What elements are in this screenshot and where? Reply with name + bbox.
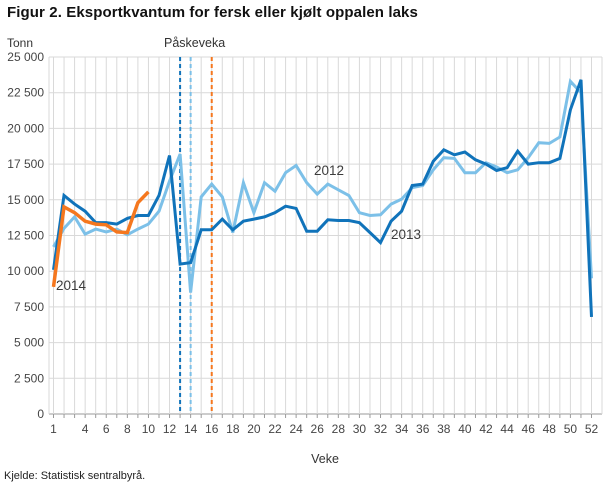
y-tick-label: 12 500 bbox=[7, 229, 44, 243]
y-axis-unit-label: Tonn bbox=[7, 36, 34, 50]
x-tick-label: 32 bbox=[374, 422, 388, 436]
x-tick-label: 50 bbox=[564, 422, 578, 436]
x-tick-label: 36 bbox=[416, 422, 430, 436]
x-tick-label: 34 bbox=[395, 422, 409, 436]
x-tick-label: 8 bbox=[124, 422, 131, 436]
series-line-2013 bbox=[52, 79, 593, 317]
gridlines bbox=[48, 56, 603, 418]
y-tick-label: 15 000 bbox=[7, 193, 44, 207]
x-tick-label: 46 bbox=[522, 422, 536, 436]
source-note: Kjelde: Statistisk sentralbyrå. bbox=[4, 470, 146, 482]
x-tick-label: 52 bbox=[585, 422, 599, 436]
y-tick-label: 22 500 bbox=[7, 86, 44, 100]
y-tick-label: 25 000 bbox=[7, 50, 44, 64]
x-tick-label: 6 bbox=[103, 422, 110, 436]
y-tick-label: 2 500 bbox=[14, 371, 44, 385]
x-tick-label: 12 bbox=[163, 422, 177, 436]
y-tick-label: 0 bbox=[37, 407, 44, 421]
y-tick-label: 10 000 bbox=[7, 264, 44, 278]
series-line-2014 bbox=[51, 190, 150, 288]
x-tick-label: 28 bbox=[332, 422, 346, 436]
y-tick-label: 17 500 bbox=[7, 157, 44, 171]
x-tick-label: 20 bbox=[247, 422, 261, 436]
x-tick-label: 42 bbox=[479, 422, 493, 436]
easter-week-lines bbox=[179, 57, 213, 414]
series-label-2012: 2012 bbox=[314, 163, 345, 178]
x-tick-label: 26 bbox=[311, 422, 325, 436]
x-tick-label: 22 bbox=[268, 422, 282, 436]
x-tick-label: 16 bbox=[205, 422, 219, 436]
chart-title: Figur 2. Eksportkvantum for fersk eller … bbox=[7, 4, 418, 21]
x-tick-label: 18 bbox=[226, 422, 240, 436]
y-tick-label: 5 000 bbox=[14, 336, 44, 350]
y-tick-label: 7 500 bbox=[14, 300, 44, 314]
x-axis-tick-labels: 1 4 6 8 10 12 14 16 18 20 22 24 26 28 30 32 34 36 38 40 42 44… bbox=[50, 422, 598, 436]
x-tick-label: 1 bbox=[50, 422, 57, 436]
series-label-2013: 2013 bbox=[391, 227, 422, 242]
x-tick-label: 38 bbox=[437, 422, 451, 436]
series-label-2014: 2014 bbox=[56, 278, 87, 293]
x-tick-label: 44 bbox=[500, 422, 514, 436]
x-tick-label: 30 bbox=[353, 422, 367, 436]
x-tick-label: 10 bbox=[142, 422, 156, 436]
x-axis-title: Veke bbox=[311, 452, 339, 466]
x-tick-label: 40 bbox=[458, 422, 472, 436]
x-tick-label: 48 bbox=[543, 422, 557, 436]
y-tick-label: 20 000 bbox=[7, 121, 44, 135]
x-tick-label: 14 bbox=[184, 422, 198, 436]
series-line-2012 bbox=[52, 78, 593, 293]
x-tick-label: 24 bbox=[289, 422, 303, 436]
easter-annotation-label: Påskeveka bbox=[164, 36, 226, 50]
y-axis-tick-labels: 25 000 22 500 20 000 17 500 15 000 12 500 10 0… bbox=[7, 50, 44, 421]
x-tick-label: 4 bbox=[82, 422, 89, 436]
